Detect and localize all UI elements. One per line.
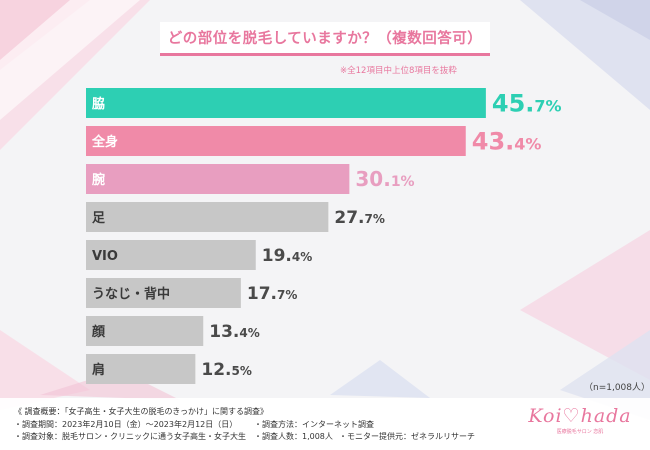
bar-chart: 脇 45.7% 全身 43.4% 腕 30.1% 足 27.7% VIO 19.4% うなじ・背中 1… [86, 88, 562, 384]
bar-6 [86, 316, 204, 346]
value-label-5: 17.7% [247, 284, 298, 304]
category-label-0: 脇 [92, 96, 105, 112]
value-label-3: 27.7% [334, 208, 385, 228]
category-label-2: 腕 [92, 172, 105, 188]
logo-subtitle: 医療脱毛サロン 恋肌 [556, 429, 604, 435]
selection-note: ※全12項目中上位8項目を抜粋 [340, 66, 457, 76]
value-label-4: 19.4% [262, 246, 313, 266]
value-label-1: 43.4% [472, 128, 542, 156]
category-label-1: 全身 [91, 134, 118, 150]
bar-7 [86, 354, 196, 384]
category-label-7: 肩 [92, 362, 105, 378]
koihada-logo: Koi♡hada 医療脱毛サロン 恋肌 [520, 405, 640, 445]
survey-period: ・調査期間：2023年2月10日（金）〜2023年2月12日（日） [14, 419, 238, 429]
sample-size: （n=1,008人） [584, 383, 650, 393]
chart-title-box: どの部位を脱毛していますか？（複数回答可） [160, 22, 490, 56]
value-label-7: 12.5% [201, 360, 252, 380]
logo-word: Koi♡hada [528, 405, 632, 427]
bar-5 [86, 278, 241, 308]
value-label-2: 30.1% [355, 167, 414, 191]
bar-2 [86, 164, 350, 194]
survey-target: ・調査対象：脱毛サロン・クリニックに通う女子高生・女子大生 [14, 432, 246, 441]
bar-3 [86, 202, 329, 232]
survey-provider: ・モニター提供元：ゼネラルリサーチ [339, 432, 475, 441]
survey-heading: 《 調査概要：「女子高生・女子大生の脱毛のきっかけ」に関する調査》 [14, 407, 268, 416]
value-label-0: 45.7% [492, 90, 562, 118]
survey-count: ・調査人数：1,008人 [254, 432, 333, 441]
survey-method: ・調査方法：インターネット調査 [254, 419, 374, 429]
bar-4 [86, 240, 256, 270]
value-label-6: 13.4% [209, 322, 260, 342]
category-label-4: VIO [92, 249, 118, 264]
bar-1 [86, 126, 466, 156]
bar-0 [86, 88, 486, 118]
category-label-3: 足 [92, 211, 106, 226]
chart-title: どの部位を脱毛していますか？（複数回答可） [167, 31, 483, 47]
category-label-5: うなじ・背中 [92, 286, 170, 302]
category-label-6: 顔 [91, 324, 106, 340]
